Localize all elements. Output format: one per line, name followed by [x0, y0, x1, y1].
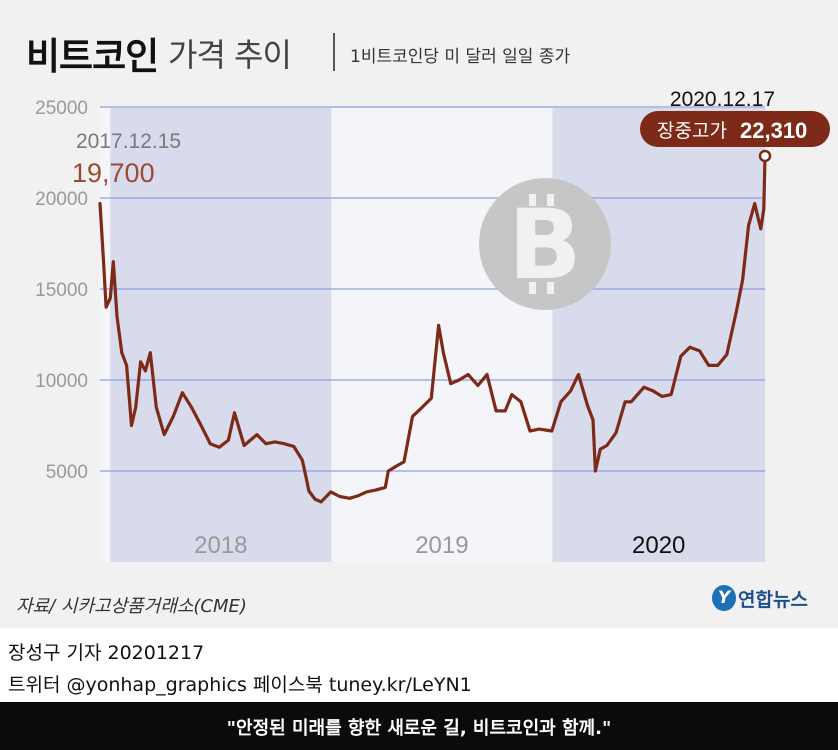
end-callout-label: 장중고가 [657, 120, 727, 142]
y-tick-label: 15000 [35, 280, 88, 301]
title-sub: 가격 추이 [168, 36, 292, 74]
bitcoin-watermark-icon [479, 178, 611, 310]
chart: 2018 2019 2020 5000 10000 15000 20000 25000 B 201… [35, 88, 830, 562]
end-callout-value: 22,310 [740, 118, 807, 143]
bitcoin-symbol-stem [529, 194, 536, 206]
start-value-label: 19,700 [72, 158, 155, 188]
bitcoin-symbol-stem [529, 282, 536, 294]
year-label: 2018 [194, 532, 247, 559]
slogan-bar [0, 702, 838, 750]
credit-social: 트위터 @yonhap_graphics 페이스북 tuney.kr/LeYN1 [8, 674, 472, 696]
bitcoin-symbol-icon: B [508, 189, 581, 301]
source-note: 자료/ 시카고상품거래소(CME) [16, 596, 247, 617]
chart-subtitle: 1비트코인당 미 달러 일일 종가 [350, 47, 571, 67]
bitcoin-symbol-stem [547, 194, 554, 206]
bitcoin-symbol-stem [547, 282, 554, 294]
year-label: 2020 [632, 532, 685, 559]
price-line [98, 154, 767, 504]
end-date-label: 2020.12.17 [670, 88, 775, 111]
end-callout-box [640, 111, 830, 147]
y-tick-label: 5000 [46, 462, 88, 483]
credit-reporter: 장성구 기자 20201217 [8, 642, 205, 664]
year-label: 2019 [415, 532, 468, 559]
year-band [552, 108, 765, 562]
title-main: 비트코인 [26, 35, 159, 78]
y-tick-label: 10000 [35, 371, 88, 392]
end-point-marker [758, 149, 772, 163]
yonhap-logo-icon: Y [712, 585, 736, 611]
title-divider [333, 33, 335, 71]
start-date-label: 2017.12.15 [76, 130, 181, 153]
slogan-text: "안정된 미래를 향한 새로운 길, 비트코인과 함께." [226, 718, 612, 739]
y-tick-label: 20000 [35, 189, 88, 210]
logo-mark: Y [717, 588, 731, 608]
y-tick-label: 25000 [35, 98, 88, 119]
year-band [110, 108, 332, 562]
yonhap-logo-text: 연합뉴스 [738, 589, 808, 611]
